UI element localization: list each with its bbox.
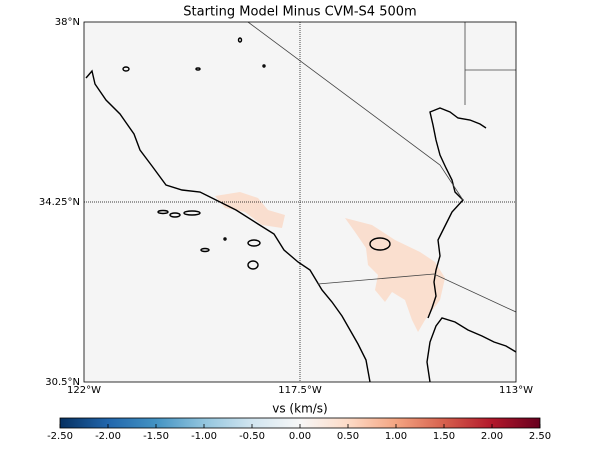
colorbar-tick-label: 0.50	[337, 431, 359, 442]
colorbar-tick-label: 1.50	[433, 431, 455, 442]
colorbar-tick-label: 1.00	[385, 431, 407, 442]
colorbar-tick-label: 0.00	[289, 431, 311, 442]
colorbar-tick-label: -2.00	[95, 431, 121, 442]
colorbar-tick-label: -2.50	[47, 431, 73, 442]
islands	[122, 37, 391, 270]
colorbar-tick-label: -0.50	[239, 431, 265, 442]
country-border	[317, 273, 516, 313]
colorbar-label: vs (km/s)	[272, 402, 327, 416]
y-tick-label: 34.25°N	[39, 197, 80, 208]
gulf-coast	[426, 317, 516, 382]
colorbar-tick-label: 2.50	[529, 431, 551, 442]
state-border	[247, 22, 464, 201]
y-tick-label: 38°N	[55, 17, 80, 28]
x-tick-label: 117.5°W	[278, 385, 322, 396]
colorbar-tick-label: -1.50	[143, 431, 169, 442]
map-features	[85, 22, 516, 382]
y-tick-label: 30.5°N	[45, 377, 80, 388]
map-title: Starting Model Minus CVM-S4 500m	[183, 5, 416, 20]
colorbar-tick-label: 2.00	[481, 431, 503, 442]
x-tick-label: 113°W	[499, 385, 533, 396]
anomaly-patches	[215, 192, 445, 332]
coastline	[85, 69, 371, 382]
x-tick-label: 122°W	[67, 385, 101, 396]
colorbar-tick-label: -1.00	[191, 431, 217, 442]
colorado-river	[427, 107, 487, 319]
